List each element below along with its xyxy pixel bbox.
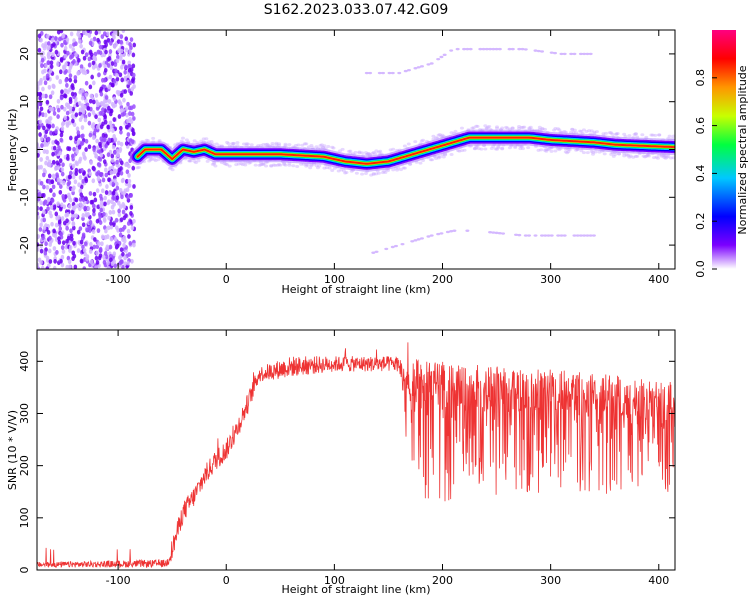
- snr-x-axis-label: Height of straight line (km): [281, 583, 430, 596]
- snr-y-tick-label: 300: [18, 403, 31, 424]
- snr-y-tick-label: 400: [18, 351, 31, 372]
- spectrogram-x-tick-label: 0: [223, 273, 230, 286]
- spectrogram-y-tick-label: 20: [18, 47, 31, 61]
- colorbar-tick-label: 0.4: [694, 165, 707, 183]
- colorbar: 0.0 0.2 0.4 0.6 0.8 Normalized spectral ampl…: [694, 30, 749, 278]
- colorbar-tick-label: 0.2: [694, 212, 707, 230]
- spectrogram-y-tick-label: 0: [18, 146, 31, 153]
- figure-title: S162.2023.033.07.42.G09: [264, 2, 449, 18]
- snr-y-axis-label: SNR (10 * V/V): [6, 410, 19, 490]
- snr-y-tick-label: 100: [18, 507, 31, 528]
- spectrogram-y-tick-label: 10: [18, 95, 31, 109]
- spectrogram-y-tick-label: -10: [18, 188, 31, 206]
- spectrogram-x-tick-label: 200: [432, 273, 453, 286]
- spectrogram-y-tick-label: -20: [18, 236, 31, 254]
- colorbar-tick-label: 0.0: [694, 260, 707, 278]
- snr-y-tick-label: 0: [18, 567, 31, 574]
- colorbar-tick-label: 0.8: [694, 69, 707, 87]
- snr-x-tick-label: 0: [223, 574, 230, 587]
- snr-x-tick-label: 400: [648, 574, 669, 587]
- snr-y-tick-label: 200: [18, 455, 31, 476]
- snr-x-tick-label: 200: [432, 574, 453, 587]
- colorbar-gradient: [712, 30, 736, 269]
- spectrogram-y-axis-label: Frequency (Hz): [6, 109, 19, 192]
- faint-upper-trace: [364, 47, 593, 75]
- snr-x-tick-label: 300: [540, 574, 561, 587]
- snr-x-tick-label: -100: [106, 574, 131, 587]
- snr-x-tick-label: 100: [324, 574, 345, 587]
- snr-panel: -100 0 100 200 300 400 0 100 200 300 400 Height of…: [6, 329, 676, 596]
- snr-frame: [36, 329, 676, 571]
- colorbar-label: Normalized spectral amplitude: [736, 65, 749, 234]
- colorbar-tick-label: 0.6: [694, 117, 707, 135]
- spectrogram-x-tick-label: 400: [648, 273, 669, 286]
- spectrogram-x-tick-label: -100: [106, 273, 131, 286]
- noise-region: [37, 30, 137, 269]
- spectrogram-x-tick-label: 300: [540, 273, 561, 286]
- snr-series-line: [37, 342, 675, 569]
- spectrogram-x-axis-label: Height of straight line (km): [281, 283, 430, 296]
- spectrogram-x-tick-label: 100: [324, 273, 345, 286]
- spectral-ridge: [129, 124, 675, 177]
- faint-lower-trace: [371, 229, 596, 254]
